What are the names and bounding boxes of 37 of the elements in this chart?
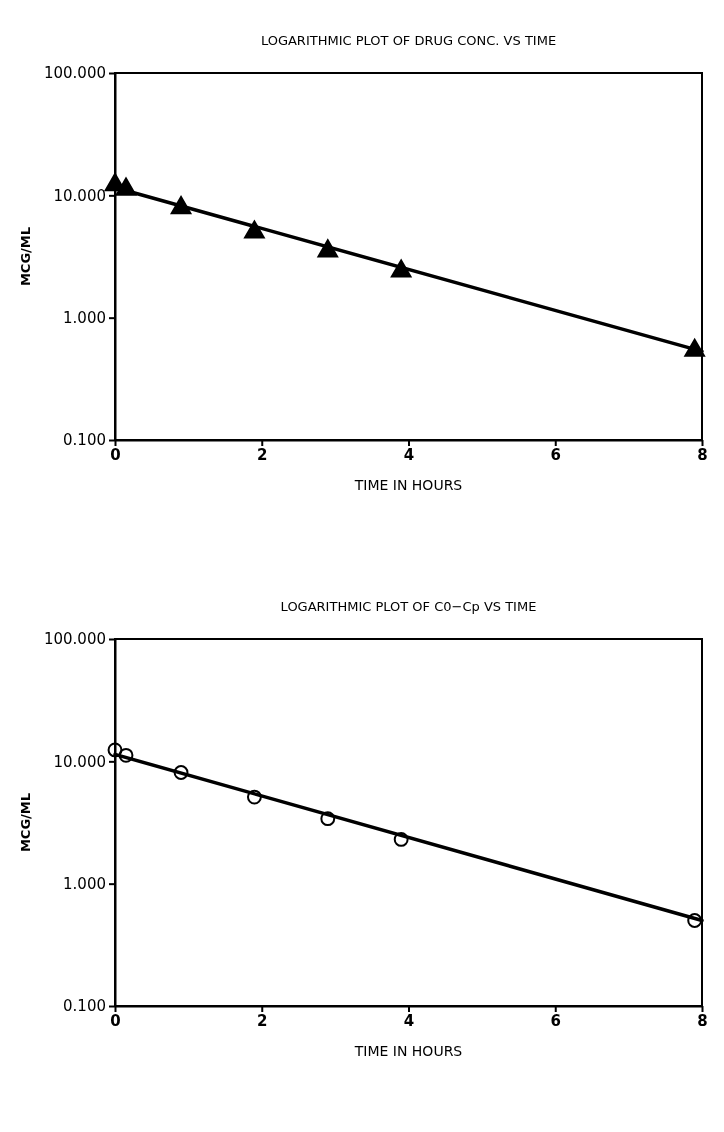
x-tick-label: 6 [550,1011,561,1030]
x-tick-label: 4 [403,445,415,464]
point [170,196,192,215]
y-axis-title: MCG/ML [18,226,33,287]
x-tick-label: 8 [697,445,708,464]
x-tick-label: 2 [257,1011,268,1030]
point [118,747,134,763]
point [173,765,189,780]
x-tick-label: 0 [110,1011,121,1030]
y-tick-label: 0.100 [63,431,106,450]
y-tick-label: 1.000 [63,874,106,893]
x-tick-label: 8 [697,1011,708,1030]
chart-title: LOGARITHMIC PLOT OF DRUG CONC. VS TIME [260,33,557,48]
y-axis-title: MCG/ML [18,792,33,853]
x-tick-label: 6 [550,445,561,464]
point [687,913,703,928]
x-tick-label: 4 [403,1011,415,1030]
y-tick-label: 100.000 [43,630,106,649]
point [115,177,137,196]
x-axis-title: TIME IN HOURS [353,477,463,493]
x-tick-label: 0 [110,445,121,464]
y-tick-label: 0.100 [63,997,106,1016]
point [684,338,705,357]
x-axis-title: TIME IN HOURS [353,1043,463,1059]
y-tick-label: 10.000 [53,752,106,771]
point [390,259,412,278]
point [107,742,123,758]
point [393,831,409,847]
point [246,789,262,805]
y-tick-label: 1.000 [63,308,106,327]
y-tick-label: 100.000 [43,64,106,83]
point [317,239,339,258]
point [244,220,265,239]
x-tick-label: 2 [257,445,268,464]
chart-title: LOGARITHMIC PLOT OF C0−Cp VS TIME [280,599,537,614]
point [320,811,336,827]
y-tick-label: 10.000 [53,186,106,205]
